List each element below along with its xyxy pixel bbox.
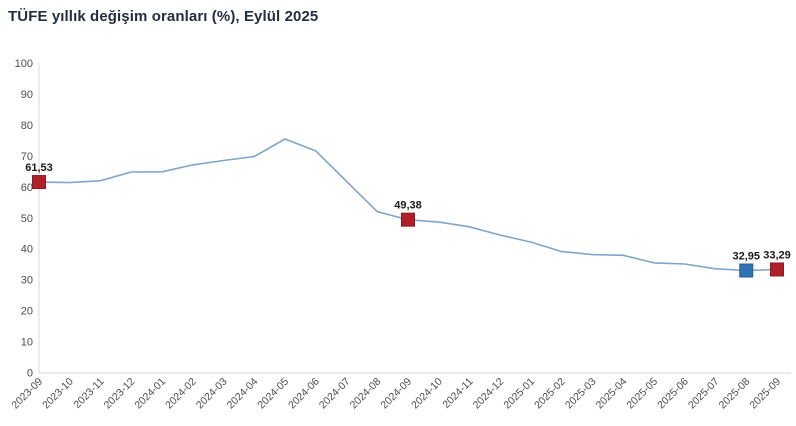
x-tick-label: 2023-10 [40,376,76,412]
y-tick-label: 20 [21,306,33,318]
x-tick-label: 2025-01 [501,376,537,412]
x-tick-label: 2024-07 [317,376,353,412]
x-tick-label: 2024-05 [255,376,291,412]
x-tick-label: 2024-09 [378,376,414,412]
y-tick-label: 50 [21,213,33,225]
x-tick-label: 2024-12 [471,376,507,412]
data-point-marker [739,263,754,278]
y-tick-label: 0 [27,368,33,380]
x-tick-label: 2025-06 [655,376,691,412]
x-tick-label: 2025-03 [563,376,599,412]
x-tick-label: 2024-03 [194,376,230,412]
y-tick-label: 10 [21,337,33,349]
data-point-marker [770,262,784,277]
y-tick-label: 70 [21,151,33,163]
x-tick-label: 2024-08 [348,376,384,412]
x-tick-label: 2025-04 [594,376,630,412]
data-point-marker [32,175,46,190]
data-point-label: 33,29 [763,249,791,261]
x-tick-label: 2023-12 [102,376,138,412]
x-tick-label: 2024-11 [440,376,475,411]
x-tick-label: 2023-09 [9,376,45,412]
x-tick-label: 2023-11 [71,376,106,411]
x-tick-label: 2024-04 [225,376,261,412]
y-tick-label: 80 [21,120,33,132]
x-tick-label: 2024-10 [409,376,445,412]
data-point-marker [401,212,415,227]
x-tick-label: 2025-09 [747,376,783,412]
chart-title: TÜFE yıllık değişim oranları (%), Eylül … [8,8,319,25]
x-tick-label: 2024-06 [286,376,322,412]
y-tick-label: 60 [21,182,33,194]
x-tick-label: 2025-08 [717,376,753,412]
x-tick-label: 2025-02 [532,376,568,412]
x-tick-label: 2024-01 [132,376,168,412]
x-tick-label: 2025-05 [624,376,660,412]
data-point-label: 61,53 [25,162,53,174]
y-tick-label: 30 [21,275,33,287]
y-tick-label: 100 [15,58,33,70]
x-tick-label: 2025-07 [686,376,722,412]
data-point-label: 49,38 [394,200,422,212]
x-tick-label: 2024-02 [163,376,199,412]
y-tick-label: 90 [21,89,33,101]
data-point-label: 32,95 [732,251,760,263]
y-tick-label: 40 [21,244,33,256]
